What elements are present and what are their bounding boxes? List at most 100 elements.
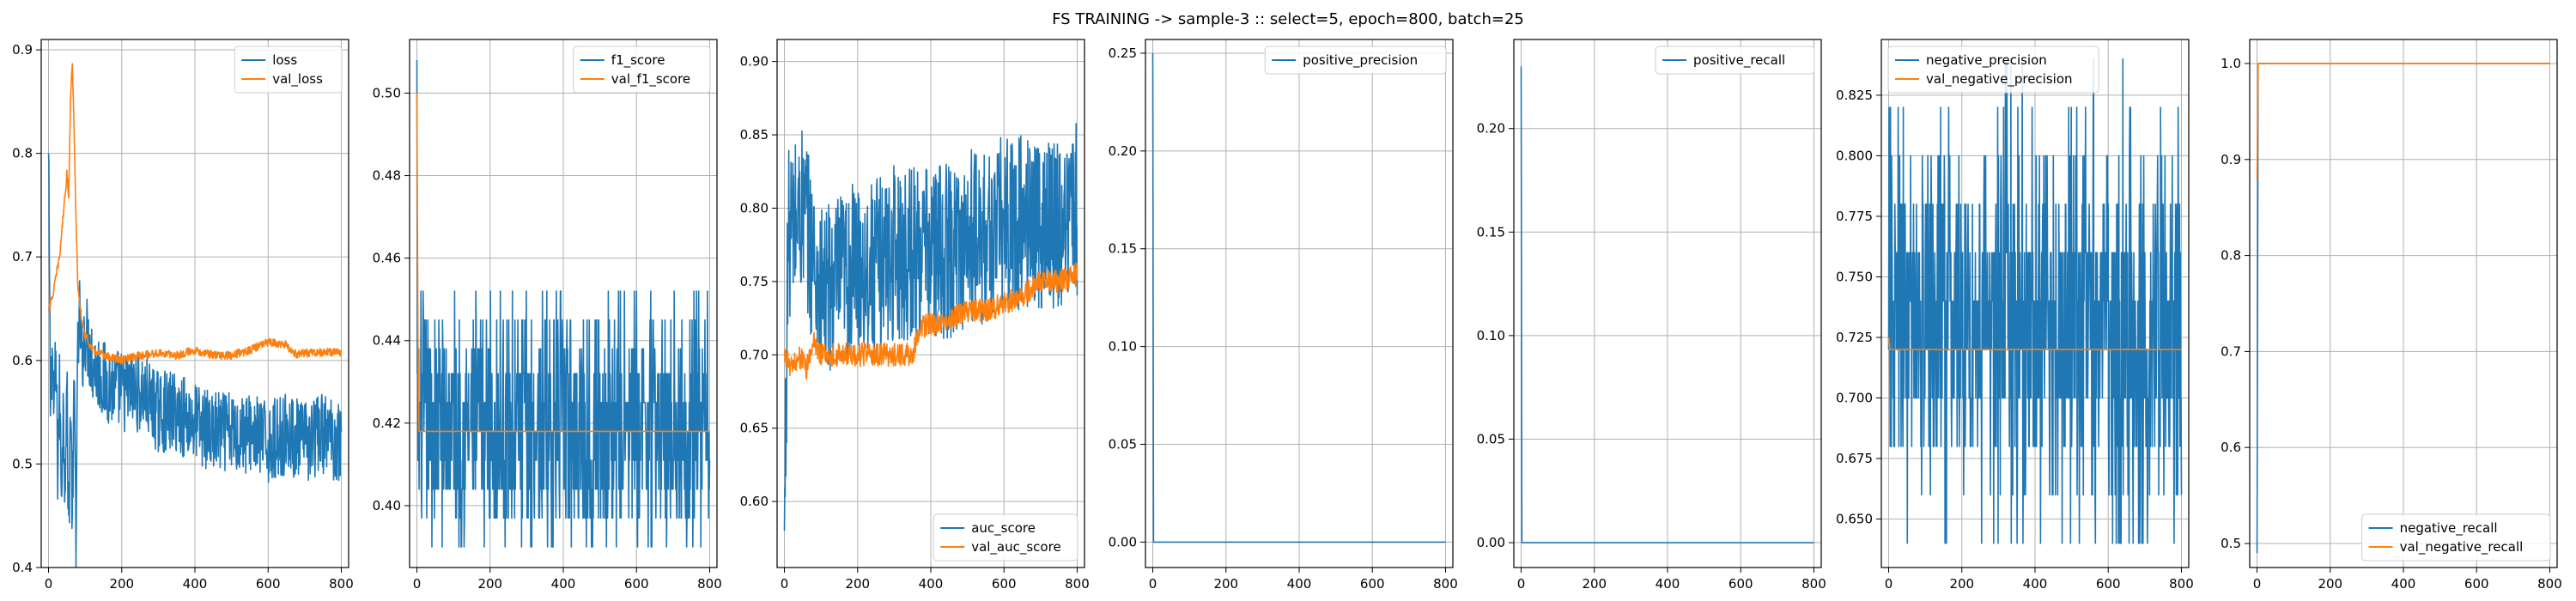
x-tick-label: 800 [1433,576,1458,592]
y-tick-label: 0.85 [740,127,769,143]
x-tick-label: 400 [919,576,944,592]
subplot-1: 0 200 400 600 800 0.4 0.5 0.6 0.7 0.8 0.9 loss val_l… [12,39,354,592]
y-tick-label: 0.42 [373,416,401,431]
y-tick-label: 0.10 [1109,339,1137,355]
x-tick-label: 400 [1656,576,1680,592]
x-tick-label: 0 [1517,576,1526,592]
x-tick-label: 800 [1801,576,1826,592]
series-line-negative_precision [1887,58,2183,544]
y-tick-label: 0.825 [1836,88,1873,103]
x-tick-label: 400 [2023,576,2048,592]
y-tick-label: 0.50 [373,85,401,100]
y-tick-label: 0.9 [12,42,33,58]
legend-label: negative_recall [2400,520,2498,537]
legend: auc_score val_auc_score [933,513,1078,562]
y-tick-label: 0.650 [1836,512,1873,527]
legend-box [2361,513,2551,562]
legend-label: positive_recall [1693,52,1785,69]
y-tick-label: 0.725 [1836,330,1873,345]
y-tick-label: 0.46 [373,251,401,266]
subplot-3: 0 200 400 600 800 0.60 0.65 0.70 0.75 0.80 0.85 0.9… [740,39,1090,592]
legend: negative_precision val_negative_precision [1887,46,2099,94]
y-tick-label: 0.00 [1109,534,1137,549]
legend-label: val_auc_score [971,539,1061,555]
x-tick-label: 800 [697,576,722,592]
y-tick-label: 0.775 [1836,209,1873,224]
legend-box [1264,46,1447,75]
subplot-7: 0 200 400 600 800 0.5 0.6 0.7 0.8 0.9 1.0 negative_… [2221,39,2562,592]
legend-label: f1_score [611,52,665,69]
series-line-val_loss [47,63,343,365]
x-tick-label: 600 [1360,576,1385,592]
subplot-6: 0 200 400 600 800 0.650 0.675 0.700 0.725 0.750 0.… [1836,39,2194,592]
y-tick-label: 0.80 [740,200,769,216]
x-tick-label: 400 [551,576,576,592]
y-tick-label: 0.48 [373,168,401,184]
y-tick-label: 0.4 [12,560,33,575]
y-tick-label: 0.9 [2221,152,2241,167]
x-tick-label: 200 [845,576,870,592]
legend: loss val_loss [234,46,343,94]
x-tick-label: 800 [2537,576,2562,592]
x-tick-label: 800 [2169,576,2194,592]
x-tick-label: 0 [781,576,789,592]
y-tick-label: 0.700 [1836,391,1873,406]
y-tick-label: 0.675 [1836,451,1873,466]
x-tick-label: 200 [1949,576,1974,592]
series-line-val_negative_recall [2256,63,2550,179]
legend-label: val_negative_precision [1926,71,2073,88]
series-line-positive_recall [1520,66,1814,543]
y-tick-label: 0.7 [2221,343,2241,359]
y-tick-label: 0.800 [1836,148,1873,163]
legend-box [1655,46,1815,75]
x-tick-label: 800 [1065,576,1090,592]
legend-label: val_negative_recall [2400,539,2524,555]
subplot-2: 0 200 400 600 800 0.40 0.42 0.44 0.46 0.48 0.50 f1_… [373,39,722,592]
y-tick-label: 0.15 [1109,241,1137,257]
legend-label: loss [272,52,297,68]
legend: positive_precision [1264,46,1447,75]
x-tick-label: 200 [109,576,134,592]
y-tick-label: 0.8 [2221,248,2241,264]
y-tick-label: 0.750 [1836,269,1873,284]
x-tick-label: 800 [329,576,354,592]
series-line-val_auc_score [783,263,1078,380]
y-tick-label: 0.10 [1477,328,1505,343]
x-tick-label: 600 [624,576,649,592]
series-line-loss [47,153,343,568]
y-tick-label: 0.6 [2221,440,2241,455]
legend-label: negative_precision [1926,52,2047,69]
y-tick-label: 0.7 [12,249,33,264]
y-tick-label: 0.65 [740,421,769,436]
y-tick-label: 0.8 [12,146,33,161]
x-tick-label: 0 [1885,576,1893,592]
y-tick-label: 0.70 [740,347,769,362]
y-tick-label: 0.44 [373,333,401,349]
y-tick-label: 0.20 [1477,121,1505,137]
legend-box [234,46,343,94]
x-tick-label: 200 [1582,576,1607,592]
x-tick-label: 0 [1149,576,1157,592]
legend-label: auc_score [971,520,1036,537]
y-tick-label: 0.05 [1477,431,1505,446]
x-tick-label: 400 [2391,576,2416,592]
y-tick-label: 0.60 [740,494,769,509]
series-line-val_negative_precision [1887,337,2182,350]
legend-box [1887,46,2099,94]
y-tick-label: 0.00 [1477,535,1505,550]
subplot-4: 0 200 400 600 800 0.00 0.05 0.10 0.15 0.20 0.25 pos… [1109,39,1458,592]
x-tick-label: 0 [45,576,53,592]
y-tick-label: 1.0 [2221,56,2241,71]
legend-label: val_loss [272,71,323,88]
y-tick-label: 0.05 [1109,437,1137,452]
y-tick-label: 0.40 [373,498,401,513]
x-tick-label: 600 [256,576,281,592]
y-tick-label: 0.90 [740,54,769,70]
x-tick-label: 600 [992,576,1017,592]
legend: positive_recall [1655,46,1815,75]
y-tick-label: 0.25 [1109,46,1137,61]
legend: negative_recall val_negative_recall [2361,513,2551,562]
series-line-f1_score [416,60,711,548]
y-tick-label: 0.6 [12,353,33,368]
